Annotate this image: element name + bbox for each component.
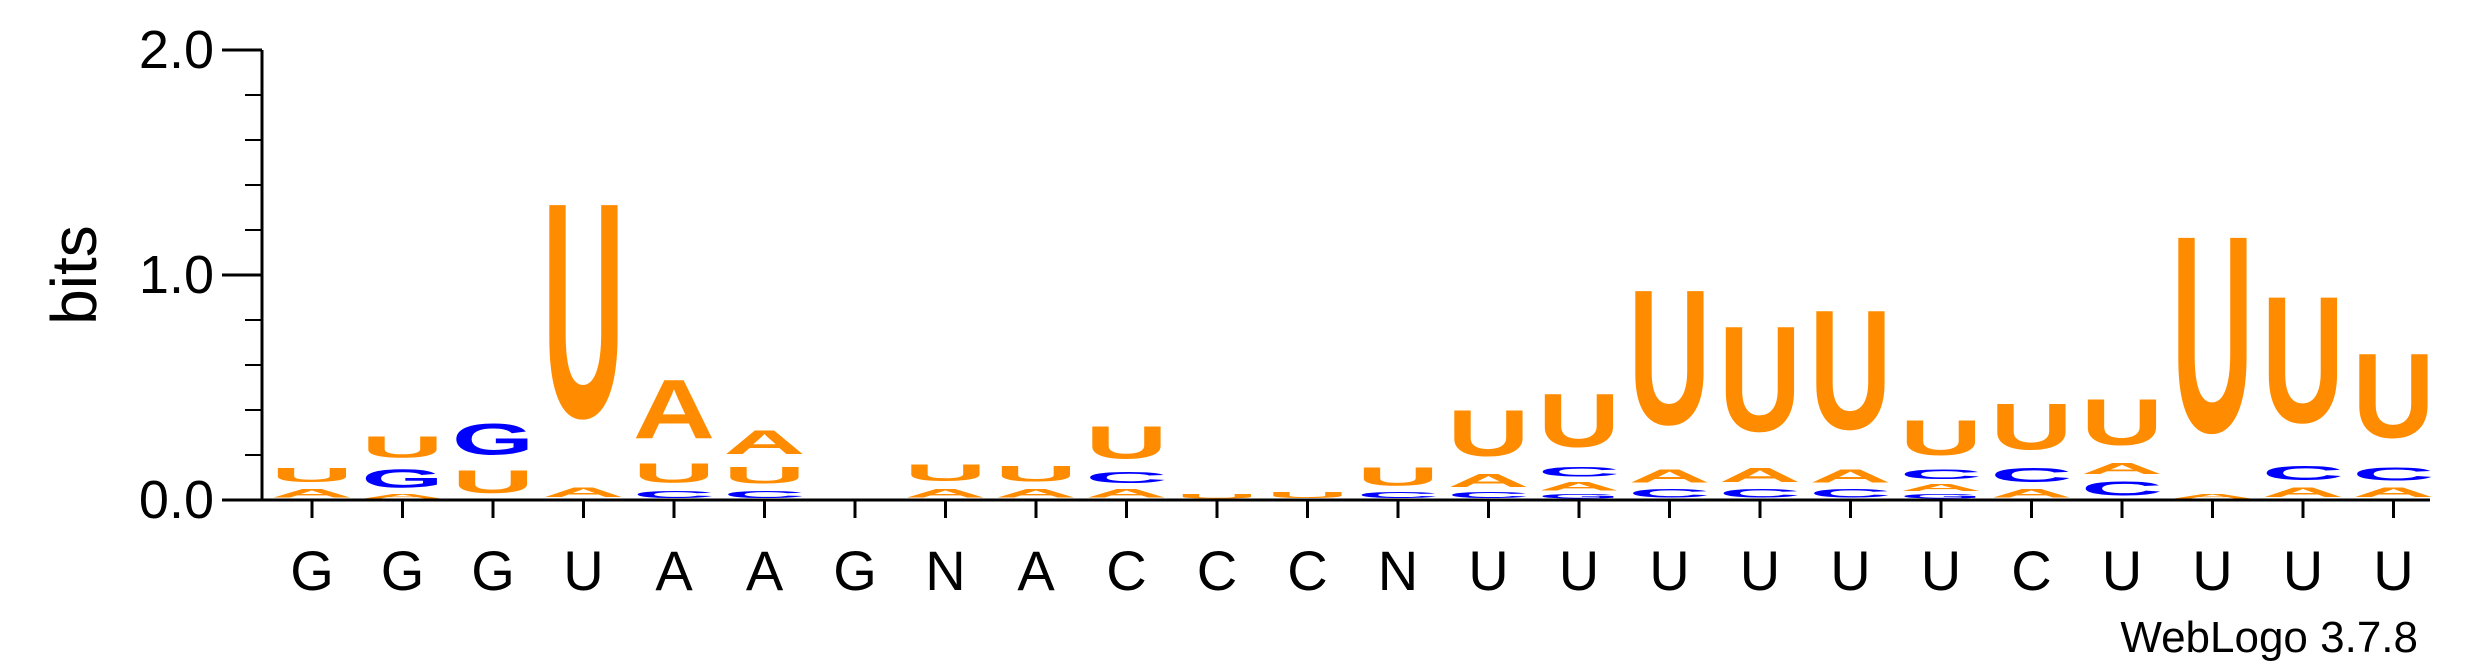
x-tick-label: U bbox=[1740, 539, 1780, 602]
logo-letter-a: A bbox=[905, 487, 987, 500]
logo-letter-c: C bbox=[1629, 487, 1711, 500]
logo-letter-a: A bbox=[1448, 471, 1530, 491]
logo-letter-a: A bbox=[543, 484, 625, 500]
x-tick-label: A bbox=[1017, 539, 1055, 602]
x-tick-label: C bbox=[1106, 539, 1146, 602]
x-tick-label: N bbox=[1378, 539, 1418, 602]
logo-letter-a: A bbox=[2353, 484, 2435, 500]
logo-letter-g: G bbox=[1900, 493, 1982, 500]
logo-letter-a: A bbox=[724, 423, 806, 461]
logo-letter-g: G bbox=[362, 464, 444, 493]
logo-letter-u: U bbox=[1538, 378, 1620, 464]
logo-letter-g: G bbox=[452, 415, 534, 464]
logo-letter-u: U bbox=[905, 460, 987, 487]
logo-letter-c: C bbox=[1719, 487, 1801, 500]
logo-letter-u: U bbox=[1448, 396, 1530, 470]
logo-letter-c: C bbox=[1086, 469, 1168, 487]
logo-letter-u: U bbox=[1719, 295, 1801, 463]
x-tick-label: A bbox=[655, 539, 693, 602]
logo-letter-a: A bbox=[1991, 487, 2073, 500]
x-tick-label: G bbox=[381, 539, 425, 602]
x-tick-label: U bbox=[1649, 539, 1689, 602]
logo-letter-a: A bbox=[1086, 487, 1168, 500]
logo-letter-a: A bbox=[2172, 493, 2254, 500]
logo-letter-c: C bbox=[2081, 478, 2163, 500]
logo-letter-u: U bbox=[2262, 258, 2344, 460]
x-tick-label: U bbox=[2283, 539, 2323, 602]
logo-letter-u: U bbox=[2172, 178, 2254, 491]
logo-letter-a: A bbox=[2262, 484, 2344, 500]
y-tick-label: 2.0 bbox=[139, 20, 214, 80]
logo-letter-a: A bbox=[362, 493, 444, 500]
x-tick-label: G bbox=[290, 539, 334, 602]
x-tick-label: G bbox=[833, 539, 877, 602]
logo-letter-u: U bbox=[1991, 390, 2073, 464]
x-tick-label: C bbox=[1287, 539, 1327, 602]
x-tick-label: A bbox=[746, 539, 784, 602]
logo-letter-a: A bbox=[1900, 482, 1982, 493]
x-tick-label: U bbox=[2102, 539, 2142, 602]
logo-letter-a: A bbox=[1629, 466, 1711, 486]
logo-letter-u: U bbox=[1357, 462, 1439, 491]
logo-letter-g: G bbox=[1538, 493, 1620, 500]
logo-letter-u: U bbox=[452, 464, 534, 500]
logo-letter-u: U bbox=[1267, 491, 1349, 500]
logo-letter-c: C bbox=[633, 489, 715, 500]
logo-letter-u: U bbox=[2353, 328, 2435, 463]
logo-letter-c: C bbox=[724, 489, 806, 500]
x-tick-label: U bbox=[2192, 539, 2232, 602]
logo-letter-u: U bbox=[1176, 493, 1258, 500]
logo-letter-u: U bbox=[1629, 250, 1711, 466]
y-tick-label: 1.0 bbox=[139, 245, 214, 305]
logo-letter-u: U bbox=[1900, 410, 1982, 466]
x-tick-label: C bbox=[1197, 539, 1237, 602]
logo-letter-a: A bbox=[1538, 480, 1620, 493]
logo-letter-c: C bbox=[2353, 464, 2435, 484]
x-tick-label: G bbox=[471, 539, 515, 602]
logo-letter-u: U bbox=[724, 462, 806, 489]
y-tick-label: 0.0 bbox=[139, 470, 214, 530]
x-tick-label: U bbox=[1921, 539, 1961, 602]
logo-letter-a: A bbox=[1810, 466, 1892, 486]
logo-letter-a: A bbox=[995, 487, 1077, 500]
logo-letter-c: C bbox=[1538, 464, 1620, 480]
x-tick-label: U bbox=[563, 539, 603, 602]
x-tick-label: U bbox=[1468, 539, 1508, 602]
x-tick-label: N bbox=[925, 539, 965, 602]
y-axis: 0.0 1.0 2.0 bits bbox=[38, 20, 262, 530]
y-axis-label: bits bbox=[38, 225, 110, 325]
logo-letter-c: C bbox=[1900, 466, 1982, 482]
x-tick-label: U bbox=[1830, 539, 1870, 602]
logo-letter-u: U bbox=[995, 462, 1077, 487]
logo-letter-u: U bbox=[633, 457, 715, 489]
logo-letter-u: U bbox=[1086, 417, 1168, 468]
x-tick-label: C bbox=[2011, 539, 2051, 602]
logo-letter-c: C bbox=[1810, 487, 1892, 500]
logo-letter-c: C bbox=[2262, 462, 2344, 484]
logo-letter-a: A bbox=[633, 363, 715, 457]
logo-letter-c: C bbox=[1991, 464, 2073, 486]
x-tick-label: U bbox=[1559, 539, 1599, 602]
logo-letter-c: C bbox=[1357, 491, 1439, 500]
logo-letter-u: U bbox=[271, 464, 353, 486]
weblogo-credit: WebLogo 3.7.8 bbox=[2120, 613, 2418, 662]
logo-letter-u: U bbox=[1810, 274, 1892, 465]
logo-letter-u: U bbox=[362, 430, 444, 464]
logo-letter-u: U bbox=[2081, 385, 2163, 459]
logo-letter-c: C bbox=[1448, 491, 1530, 500]
logo-letter-a: A bbox=[2081, 460, 2163, 478]
x-tick-label: U bbox=[2373, 539, 2413, 602]
logo-letter-a: A bbox=[1719, 464, 1801, 486]
logo-letter-u: U bbox=[543, 139, 625, 483]
logo-letter-a: A bbox=[271, 487, 353, 500]
